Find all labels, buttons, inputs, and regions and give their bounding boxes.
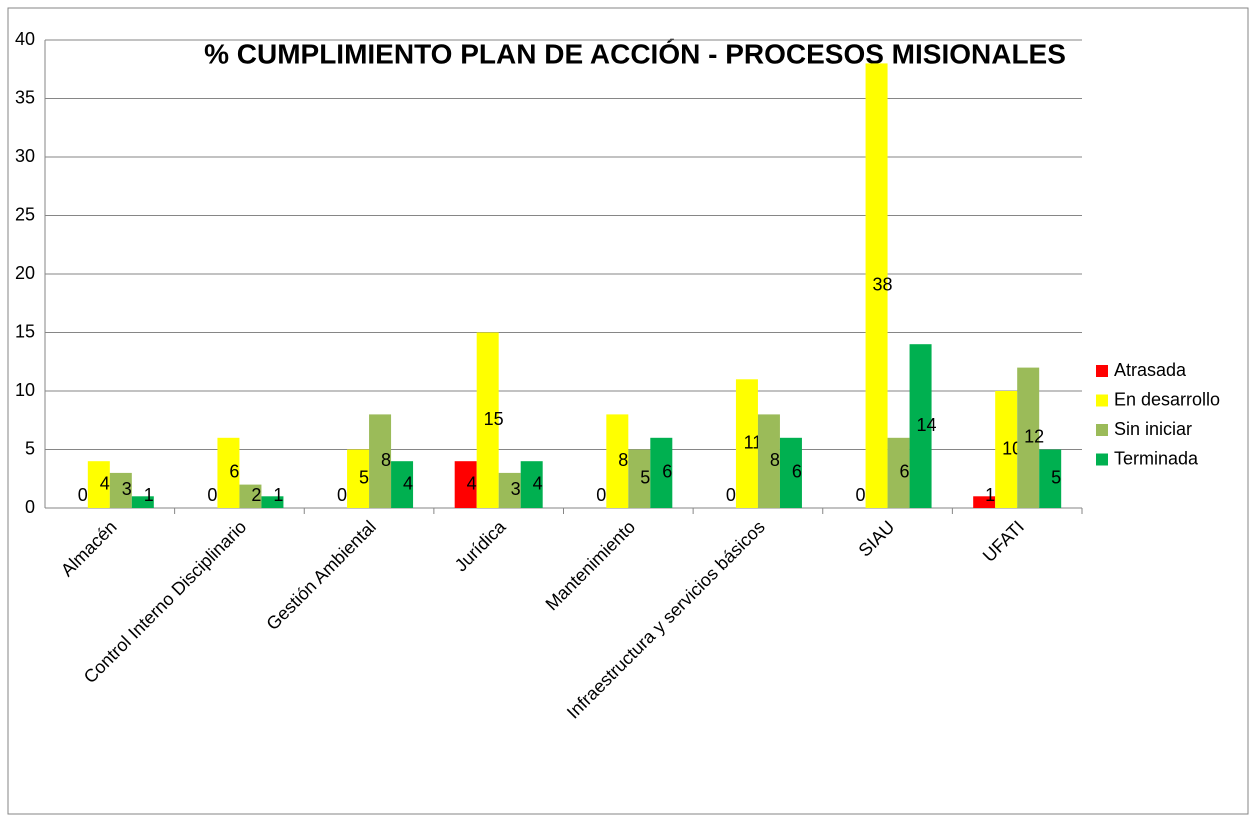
- bar: [109, 472, 132, 508]
- bar: [909, 344, 932, 508]
- data-label: 0: [207, 485, 217, 505]
- y-tick-label: 0: [25, 497, 35, 517]
- data-label: 8: [381, 450, 391, 470]
- legend-label: En desarrollo: [1114, 389, 1220, 409]
- data-label: 11: [744, 432, 763, 452]
- legend-label: Sin iniciar: [1114, 419, 1192, 439]
- data-label: 15: [484, 409, 504, 429]
- y-tick-label: 10: [15, 380, 35, 400]
- legend-swatch: [1096, 365, 1108, 377]
- bar: [995, 391, 1018, 508]
- bar: [454, 461, 477, 508]
- bar: [391, 461, 414, 508]
- data-label: 0: [856, 485, 866, 505]
- data-label: 3: [511, 479, 521, 499]
- bar: [131, 496, 154, 508]
- legend-swatch: [1096, 394, 1108, 407]
- bar: [498, 472, 521, 508]
- legend-swatch: [1096, 424, 1108, 436]
- bar: [476, 332, 499, 508]
- data-label: 1: [144, 485, 154, 505]
- bar: [261, 496, 284, 508]
- y-tick-label: 40: [15, 29, 35, 49]
- bar: [87, 461, 110, 508]
- bar: [217, 437, 240, 508]
- data-label: 6: [900, 462, 910, 482]
- bar: [1017, 367, 1040, 508]
- bar: [606, 414, 629, 508]
- data-label: 8: [618, 450, 628, 470]
- data-label: 5: [640, 468, 650, 488]
- data-label: 5: [359, 468, 369, 488]
- data-label: 4: [100, 473, 110, 493]
- bar: [735, 379, 758, 508]
- bar: [865, 63, 888, 509]
- data-label: 6: [662, 462, 672, 482]
- data-label: 14: [917, 415, 937, 435]
- bar: [887, 437, 910, 508]
- bar: [239, 484, 262, 508]
- y-tick-label: 30: [15, 146, 35, 166]
- data-label: 0: [337, 485, 347, 505]
- legend-label: Atrasada: [1114, 360, 1187, 380]
- data-label: 6: [229, 462, 239, 482]
- bar: [369, 414, 392, 508]
- bar: [628, 449, 651, 508]
- y-tick-label: 20: [15, 263, 35, 283]
- data-label: 2: [251, 485, 261, 505]
- bar: [650, 437, 673, 508]
- data-label: 8: [770, 450, 780, 470]
- chart-title: % CUMPLIMIENTO PLAN DE ACCIÓN - PROCESOS…: [204, 38, 1066, 69]
- bar: [520, 461, 543, 508]
- y-tick-label: 35: [15, 87, 35, 107]
- y-tick-label: 15: [15, 321, 35, 341]
- legend-label: Terminada: [1114, 448, 1199, 468]
- data-label: 1: [273, 485, 283, 505]
- bar: [1039, 449, 1062, 508]
- y-tick-label: 25: [15, 204, 35, 224]
- data-label: 38: [873, 274, 893, 294]
- bar: [779, 437, 802, 508]
- data-label: 0: [78, 485, 88, 505]
- chart-frame: [7, 7, 1249, 815]
- data-label: 5: [1051, 468, 1061, 488]
- data-label: 6: [792, 462, 802, 482]
- data-label: 0: [726, 485, 736, 505]
- data-label: 4: [467, 473, 477, 493]
- legend-swatch: [1096, 453, 1108, 466]
- data-label: 4: [403, 473, 413, 493]
- data-label: 3: [122, 479, 132, 499]
- data-label: 0: [596, 485, 606, 505]
- bar: [757, 414, 780, 508]
- bar: [973, 496, 996, 508]
- data-label: 1: [985, 485, 995, 505]
- data-label: 12: [1024, 427, 1044, 447]
- bar: [347, 449, 370, 508]
- data-label: 4: [533, 473, 543, 493]
- y-tick-label: 5: [25, 438, 35, 458]
